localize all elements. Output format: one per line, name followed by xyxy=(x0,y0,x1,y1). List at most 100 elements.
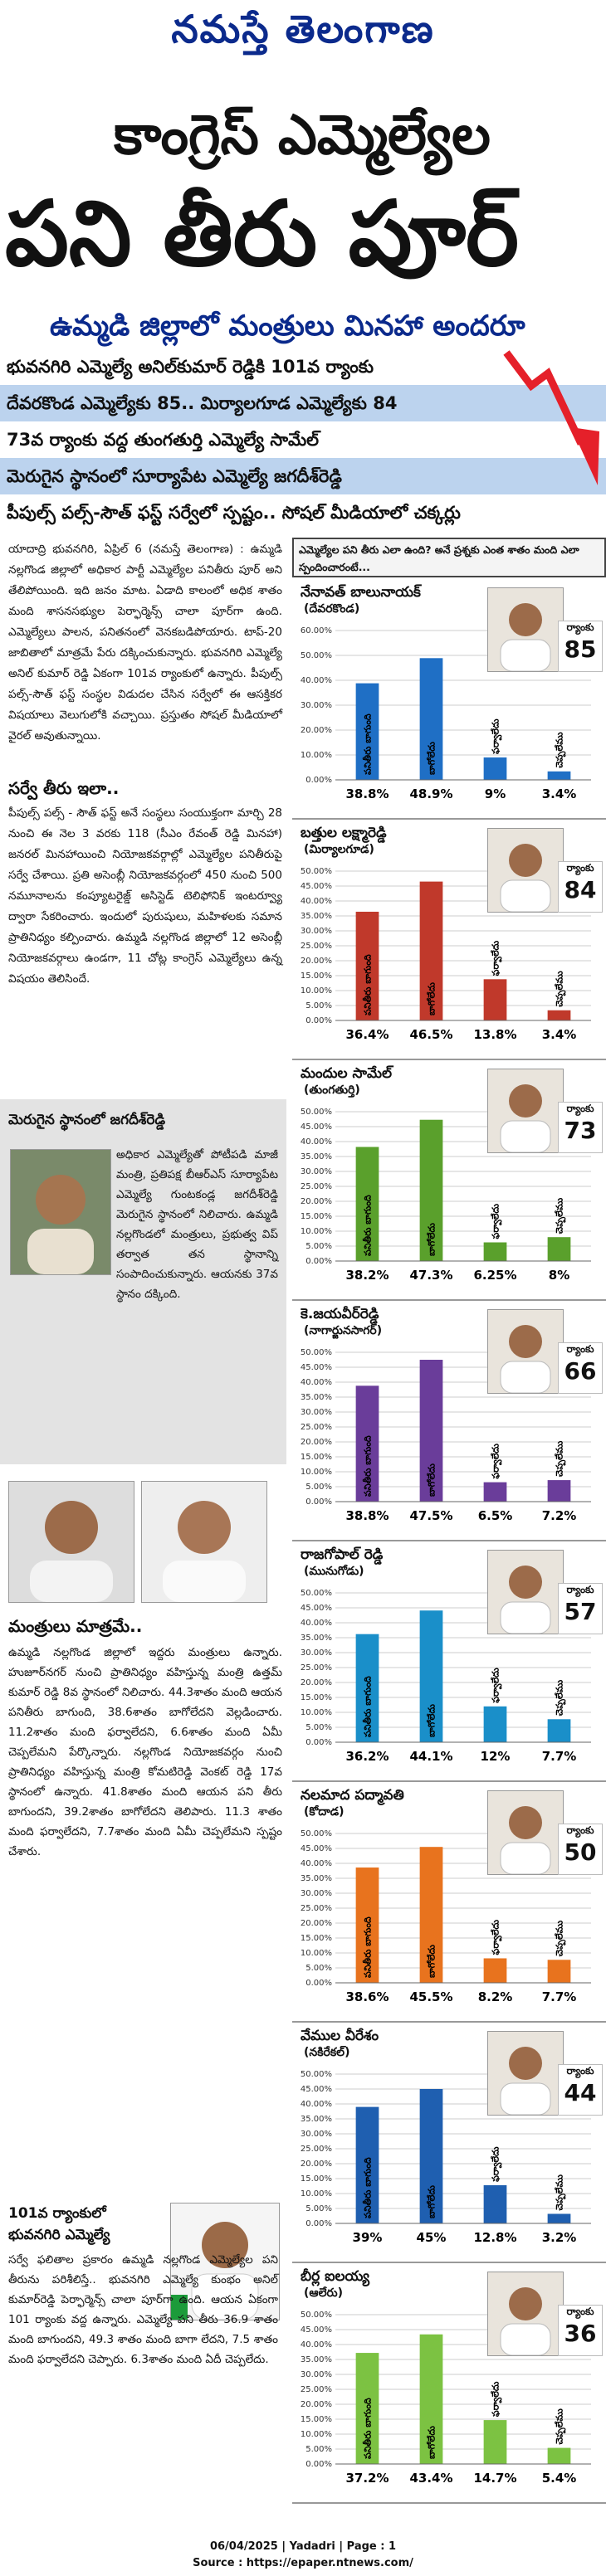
bar xyxy=(483,1706,507,1742)
constituency-name: (మిర్యాలగూడ) xyxy=(304,843,374,856)
bar-category-label: పనితీరు బాగుంది xyxy=(363,954,374,1015)
value-label: 9% xyxy=(485,786,506,801)
bar xyxy=(419,881,443,1020)
bar xyxy=(547,2447,571,2464)
subhead-1: భువనగిరి ఎమ్మెల్యే అనిల్‌కుమార్ రెడ్డికి… xyxy=(0,348,606,385)
rank-label: ర్యాంకు xyxy=(566,862,594,874)
y-tick-label: 50.00% xyxy=(301,1108,332,1117)
constituency-name: (ఆలేరు) xyxy=(304,2286,344,2300)
bar xyxy=(547,1237,571,1261)
subhead-3: 73వ ర్యాంకు వద్ద తుంగతుర్తి ఎమ్మెల్యే సా… xyxy=(0,421,606,458)
ministers-text: ఉమ్మడి నల్లగొండ జిల్లాలో ఇద్దరు మంత్రులు… xyxy=(8,1646,282,1858)
bar-category-label: పనితీరు బాగుంది xyxy=(363,713,374,775)
value-label: 6.25% xyxy=(473,1268,516,1283)
bar xyxy=(483,2184,507,2223)
rank-label: ర్యాంకు xyxy=(566,1343,594,1355)
y-tick-label: 0.00% xyxy=(305,1979,332,1988)
rank-number: 50 xyxy=(564,1838,597,1866)
y-tick-label: 10.00% xyxy=(301,986,332,996)
bar-category-label: బాగోలేదు xyxy=(427,982,437,1015)
bar-category-label: ఫర్వాలేదు xyxy=(491,2146,502,2182)
value-label: 8.2% xyxy=(478,1989,513,2004)
mla-chart-panel: 0.00% 5.00% 10.00% 15.00% 20.00% 25.00% 30.00%… xyxy=(292,821,606,1060)
bar-category-label: చెప్పలేము xyxy=(555,971,566,1007)
down-trend-arrow-icon xyxy=(503,350,599,485)
y-tick-label: 20.00% xyxy=(301,1197,332,1206)
mla-photo xyxy=(487,1309,564,1394)
mla-name: వేముల వీరేశం xyxy=(301,2028,379,2044)
mla-name: రాజగోపాల్ రెడ్డి xyxy=(301,1546,384,1563)
y-tick-label: 50.00% xyxy=(301,2311,332,2320)
mla-name: కె.జయవీర్‌రెడ్డి xyxy=(301,1306,379,1322)
bar-category-label: పనితీరు బాగుంది xyxy=(363,1435,374,1497)
bar-category-label: ఫర్వాలేదు xyxy=(491,1204,502,1239)
bar-category-label: ఫర్వాలేదు xyxy=(491,718,502,754)
value-label: 45% xyxy=(417,2230,447,2245)
y-tick-label: 25.00% xyxy=(301,2385,332,2394)
mla-photo xyxy=(487,828,564,913)
bar-category-label: బాగోలేదు xyxy=(427,1945,437,1978)
minister-photo-1 xyxy=(8,1481,134,1603)
y-tick-label: 30.00% xyxy=(301,1167,332,1176)
bar xyxy=(419,1847,443,1983)
mla-chart-panel: 0.00% 5.00% 10.00% 15.00% 20.00% 25.00% 30.00%… xyxy=(292,1303,606,1541)
rank-number: 73 xyxy=(564,1117,597,1144)
y-tick-label: 20.00% xyxy=(301,2160,332,2169)
rank-badge: ర్యాంకు 36 xyxy=(558,2305,603,2356)
y-tick-label: 35.00% xyxy=(301,1393,332,1402)
bar xyxy=(547,1960,571,1983)
y-tick-label: 40.00% xyxy=(301,897,332,906)
mla-name: నలమాద పద్మావతి xyxy=(301,1787,404,1804)
y-tick-label: 10.00% xyxy=(301,1227,332,1236)
y-tick-label: 50.00% xyxy=(301,651,332,660)
constituency-name: (కోదాడ) xyxy=(304,1805,345,1819)
rank-badge: ర్యాంకు 84 xyxy=(558,861,603,913)
y-tick-label: 40.00% xyxy=(301,1137,332,1147)
y-tick-label: 5.00% xyxy=(305,2445,332,2454)
y-tick-label: 30.00% xyxy=(301,927,332,936)
ministers-title: మంత్రులు మాత్రమే.. xyxy=(8,1616,143,1636)
mla-chart-panel: 0.00% 5.00% 10.00% 15.00% 20.00% 25.00% 30.00%… xyxy=(292,1784,606,2023)
bar-chart: 0.00% 5.00% 10.00% 15.00% 20.00% 25.00% 30.00%… xyxy=(301,2311,591,2486)
mla-name: మందుల సామేల్ xyxy=(301,1065,393,1082)
value-label: 7.7% xyxy=(542,1749,577,1764)
y-tick-label: 5.00% xyxy=(305,1964,332,1973)
bar xyxy=(547,1719,571,1742)
bar-chart: 0.00% 5.00% 10.00% 15.00% 20.00% 25.00% 30.00%… xyxy=(301,2070,591,2245)
value-label: 47.3% xyxy=(409,1268,452,1283)
y-tick-label: 30.00% xyxy=(301,1408,332,1417)
y-tick-label: 45.00% xyxy=(301,1604,332,1613)
value-label: 45.5% xyxy=(409,1989,452,2004)
y-tick-label: 5.00% xyxy=(305,2204,332,2213)
value-label: 46.5% xyxy=(409,1027,452,1042)
y-tick-label: 10.00% xyxy=(301,1708,332,1717)
rank-number: 44 xyxy=(564,2079,597,2106)
mla-name: నేనావత్ బాలునాయక్ xyxy=(301,584,421,601)
bar-category-label: బాగోలేదు xyxy=(427,1704,437,1737)
y-tick-label: 45.00% xyxy=(301,1122,332,1132)
rank-label: ర్యాంకు xyxy=(566,1584,594,1595)
rank-number: 57 xyxy=(564,1598,597,1625)
y-tick-label: 50.00% xyxy=(301,1348,332,1357)
value-label: 7.2% xyxy=(542,1508,577,1523)
y-tick-label: 0.00% xyxy=(305,2460,332,2469)
y-tick-label: 5.00% xyxy=(305,1483,332,1492)
bar xyxy=(419,2089,443,2223)
footer: 06/04/2025 | Yadadri | Page : 1 Source :… xyxy=(0,2539,606,2572)
footer-date: 06/04/2025 | Yadadri | Page : 1 xyxy=(209,2540,397,2553)
jagadish-text: అధికార ఎమ్మెల్యేతో పోటీపడి మాజీ మంత్రి, … xyxy=(116,1148,278,1301)
value-label: 3.2% xyxy=(542,2230,577,2245)
bar xyxy=(355,1147,379,1261)
y-tick-label: 15.00% xyxy=(301,1453,332,1462)
value-label: 47.5% xyxy=(409,1508,452,1523)
y-tick-label: 10.00% xyxy=(301,2430,332,2439)
jagadish-title: మెరుగైన స్థానంలో జగదీశ్‌రెడ్డి xyxy=(8,1112,166,1128)
y-tick-label: 20.00% xyxy=(301,726,332,735)
y-tick-label: 20.00% xyxy=(301,957,332,966)
jagadish-photo xyxy=(10,1149,111,1275)
y-tick-label: 25.00% xyxy=(301,2145,332,2154)
bar-category-label: చెప్పలేము xyxy=(555,1680,566,1717)
y-tick-label: 35.00% xyxy=(301,1152,332,1161)
article-intro: యాదాద్రి భువనగిరి, ఏప్రిల్ 6 (నమస్తే తెల… xyxy=(8,543,282,743)
y-tick-label: 35.00% xyxy=(301,2355,332,2364)
